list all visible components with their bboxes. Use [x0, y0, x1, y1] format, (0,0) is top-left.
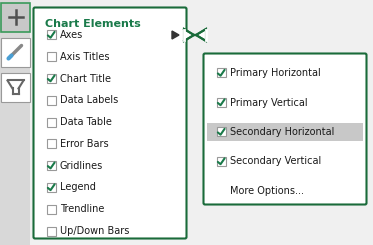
Bar [0, 0, 30, 245]
Bar [216, 127, 226, 136]
Text: Axis Titles: Axis Titles [60, 52, 110, 62]
Text: More Options...: More Options... [230, 186, 304, 196]
Bar [216, 98, 226, 107]
Bar [1, 73, 30, 102]
Text: Up/Down Bars: Up/Down Bars [60, 226, 129, 236]
Text: Chart Title: Chart Title [60, 74, 111, 84]
Bar [47, 52, 56, 61]
FancyBboxPatch shape [204, 53, 367, 205]
Text: Primary Horizontal: Primary Horizontal [230, 68, 321, 78]
Text: Error Bars: Error Bars [60, 139, 109, 149]
Bar [47, 74, 56, 83]
Bar [1, 3, 30, 32]
Text: Primary Vertical: Primary Vertical [230, 98, 308, 108]
Bar [47, 226, 56, 235]
Polygon shape [172, 31, 179, 39]
Text: Legend: Legend [60, 183, 96, 192]
Bar [216, 157, 226, 166]
Text: Secondary Horizontal: Secondary Horizontal [230, 127, 334, 137]
Bar [47, 161, 56, 170]
Text: Data Table: Data Table [60, 117, 112, 127]
Bar [47, 205, 56, 214]
Polygon shape [184, 29, 194, 41]
Text: Secondary Vertical: Secondary Vertical [230, 157, 321, 167]
Bar [47, 183, 56, 192]
Text: Data Labels: Data Labels [60, 95, 118, 105]
Bar [216, 69, 226, 77]
Bar [207, 123, 363, 141]
Text: Gridlines: Gridlines [60, 161, 103, 171]
Bar [1, 38, 30, 67]
Polygon shape [196, 29, 206, 41]
Bar [47, 118, 56, 127]
FancyBboxPatch shape [34, 8, 186, 238]
Bar [47, 96, 56, 105]
Text: Trendline: Trendline [60, 204, 104, 214]
Text: Axes: Axes [60, 30, 83, 40]
Bar [47, 139, 56, 148]
Bar [47, 30, 56, 39]
Text: Chart Elements: Chart Elements [45, 19, 141, 29]
